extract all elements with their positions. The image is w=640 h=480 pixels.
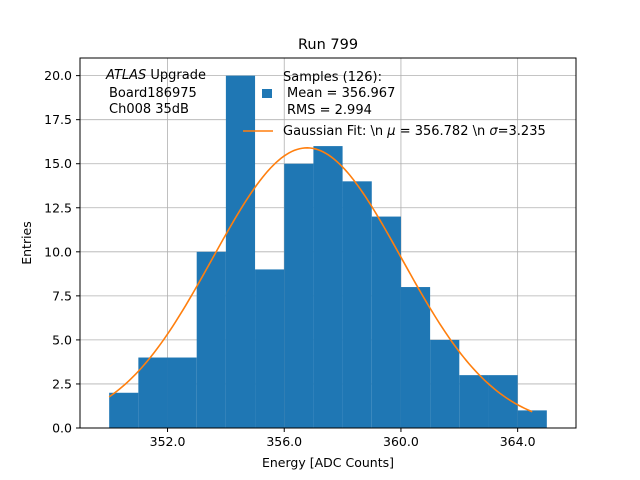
y-tick-label: 10.0 bbox=[44, 244, 72, 259]
gaussian-fit-line bbox=[108, 147, 533, 413]
atlas-annotation: ATLAS Upgrade Board186975 Ch008 35dB bbox=[105, 68, 206, 117]
histogram-bar bbox=[371, 216, 401, 428]
y-tick-label: 15.0 bbox=[44, 156, 72, 171]
legend-fit-mu-value: = 356.782 \n bbox=[396, 124, 490, 139]
y-axis-label: Entries bbox=[19, 221, 34, 265]
x-tick-label: 356.0 bbox=[266, 434, 302, 449]
x-axis-ticks: 352.0 356.0 360.0 364.0 bbox=[150, 428, 536, 449]
legend-samples-swatch bbox=[262, 89, 272, 98]
chart-title: Run 799 bbox=[298, 37, 358, 53]
y-tick-label: 7.5 bbox=[52, 288, 72, 303]
legend-fit-sigma-symbol: σ bbox=[489, 124, 498, 139]
annotation-line-1: ATLAS Upgrade bbox=[105, 68, 206, 83]
histogram-bar bbox=[342, 181, 372, 428]
legend: Samples (126): Mean = 356.967 RMS = 2.99… bbox=[243, 70, 546, 139]
x-tick-label: 352.0 bbox=[150, 434, 186, 449]
legend-samples-mean: Mean = 356.967 bbox=[287, 86, 395, 101]
gaussian-fit-curve bbox=[108, 147, 533, 413]
legend-samples-rms: RMS = 2.994 bbox=[287, 103, 372, 118]
histogram-bar bbox=[459, 375, 489, 428]
y-tick-label: 0.0 bbox=[52, 421, 72, 436]
histogram-bar bbox=[225, 75, 256, 428]
legend-fit-sigma-value: =3.235 bbox=[498, 124, 546, 139]
annotation-experiment: ATLAS bbox=[105, 68, 146, 83]
legend-samples-title: Samples (126): bbox=[283, 70, 382, 85]
annotation-board: Board186975 bbox=[109, 86, 197, 101]
histogram-bar bbox=[400, 287, 431, 428]
histogram-bars bbox=[109, 75, 547, 428]
histogram-bar bbox=[109, 392, 139, 428]
y-tick-label: 20.0 bbox=[44, 68, 72, 83]
x-axis-label: Energy [ADC Counts] bbox=[262, 455, 394, 470]
annotation-line-1-suffix: Upgrade bbox=[146, 68, 206, 83]
histogram-bar bbox=[138, 357, 168, 428]
y-axis-ticks: 0.0 2.5 5.0 7.5 10.0 12.5 15.0 17.5 20.0 bbox=[44, 68, 80, 436]
histogram-bar bbox=[313, 146, 343, 428]
legend-fit-mu-symbol: μ bbox=[386, 124, 395, 139]
y-tick-label: 12.5 bbox=[44, 200, 72, 215]
legend-fit-label: Gaussian Fit: \n μ = 356.782 \n σ=3.235 bbox=[283, 124, 546, 139]
axes-frame bbox=[79, 57, 577, 429]
histogram-bar bbox=[196, 251, 226, 428]
histogram-bar bbox=[430, 339, 460, 428]
histogram-bar bbox=[284, 163, 314, 428]
histogram-bar bbox=[517, 410, 547, 428]
x-tick-label: 364.0 bbox=[500, 434, 536, 449]
legend-fit-prefix: Gaussian Fit: \n bbox=[283, 124, 387, 139]
y-tick-label: 17.5 bbox=[44, 112, 72, 127]
y-tick-label: 2.5 bbox=[52, 376, 72, 391]
y-tick-label: 5.0 bbox=[52, 332, 72, 347]
annotation-channel: Ch008 35dB bbox=[109, 102, 189, 117]
histogram-bar bbox=[255, 269, 285, 428]
histogram-bar bbox=[167, 357, 197, 428]
x-tick-label: 360.0 bbox=[383, 434, 419, 449]
